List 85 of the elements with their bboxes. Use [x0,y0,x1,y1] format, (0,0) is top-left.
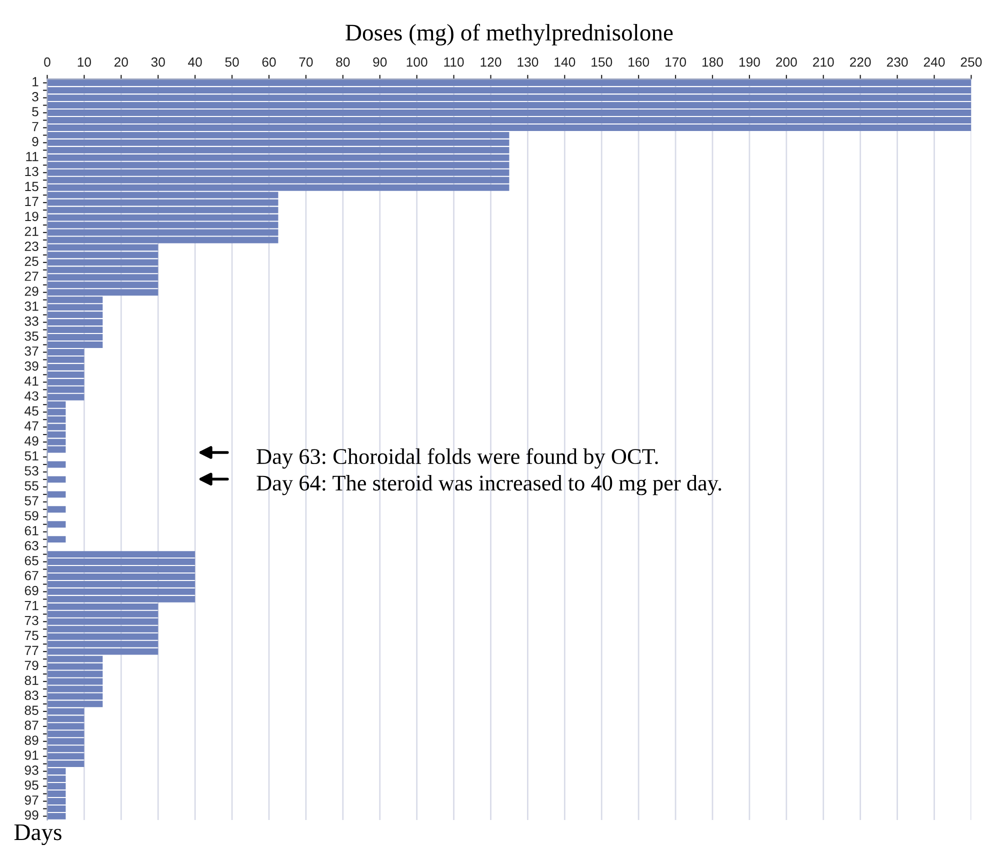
y-tick-label: 93 [24,766,38,775]
y-tick-label: 51 [24,451,38,461]
y-axis-title: Days [14,824,62,846]
y-tick-label: 29 [24,286,38,296]
y-tick-label: 31 [24,302,38,311]
y-tick-label: 95 [24,780,38,790]
y-tick-label: 75 [24,630,38,640]
x-tick-label: 140 [554,57,576,67]
y-tick-label: 35 [24,331,38,341]
y-tick-label: 99 [24,810,38,820]
x-tick-label: 190 [739,57,760,67]
x-tick-label: 90 [373,57,387,67]
x-tick-label: 50 [225,57,239,67]
y-tick-label: 49 [24,436,38,446]
x-tick-label: 80 [336,57,350,67]
y-tick-label: 23 [24,242,38,252]
x-tick-label: 130 [518,57,538,67]
x-tick-label: 10 [78,57,92,67]
x-tick-label: 200 [776,57,797,67]
y-tick-label: 33 [24,316,38,326]
y-tick-label: 89 [24,736,38,745]
y-tick-label: 7 [32,122,38,132]
y-tick-label: 41 [24,376,38,386]
x-axis-title: Doses (mg) of methylprednisolone [346,24,673,46]
bar [47,476,66,483]
y-tick-label: 83 [24,690,38,700]
y-tick-label: 43 [24,391,38,401]
y-tick-label: 85 [24,706,38,715]
y-tick-label: 59 [24,511,38,520]
x-tick-label: 100 [406,57,428,67]
y-tick-label: 79 [24,660,38,670]
x-tick-label: 240 [924,57,945,67]
y-tick-label: 69 [24,586,38,596]
bar [47,491,66,498]
y-tick-label: 71 [24,601,38,610]
y-tick-label: 19 [25,212,38,222]
y-tick-label: 87 [24,720,38,730]
bar [47,506,66,513]
x-tick-label: 180 [702,57,723,67]
y-tick-label: 91 [24,750,38,760]
x-tick-label: 120 [480,57,502,67]
y-tick-label: 17 [25,196,38,206]
y-tick-label: 73 [24,616,38,626]
y-tick-label: 11 [26,152,38,162]
y-tick-label: 47 [24,421,38,430]
y-tick-label: 67 [24,570,38,580]
y-tick-label: 63 [24,541,38,550]
y-tick-label: 39 [24,361,38,371]
y-tick-label: 77 [24,646,38,655]
x-tick-label: 30 [151,57,165,67]
y-tick-label: 3 [32,92,38,102]
x-tick-label: 230 [886,57,908,67]
y-tick-label: 81 [24,676,38,686]
x-tick-label: 110 [444,57,464,67]
x-tick-label: 250 [960,57,982,67]
y-tick-label: 37 [24,346,38,356]
x-tick-label: 210 [813,57,834,67]
y-tick-label: 13 [25,166,38,176]
y-tick-label: 5 [32,107,38,116]
y-tick-label: 65 [24,556,38,566]
y-tick-label: 61 [24,526,38,536]
y-tick-label: 25 [24,256,38,266]
x-tick-label: 160 [628,57,650,67]
y-tick-label: 15 [25,182,38,192]
x-tick-label: 40 [188,57,202,67]
annotation: Day 64: The steroid was increased to 40 mg per day. [256,474,722,496]
y-tick-label: 57 [24,496,38,506]
x-tick-label: 220 [850,57,871,67]
y-tick-label: 53 [24,466,38,476]
y-tick-label: 27 [24,272,38,281]
y-tick-label: 45 [24,406,38,416]
bar [47,536,66,543]
bar [47,521,66,528]
y-tick-label: 9 [32,136,38,146]
y-tick-label: 97 [24,795,38,805]
x-tick-label: 60 [262,57,276,67]
annotation: Day 63: Choroidal folds were found by OCT. [256,448,658,469]
y-tick-label: 55 [24,481,38,490]
x-tick-label: 70 [299,57,313,67]
x-tick-label: 170 [666,57,686,67]
y-tick-label: 21 [24,226,38,236]
x-tick-label: 0 [44,57,50,67]
x-tick-label: 20 [114,57,128,67]
x-tick-label: 150 [592,57,612,67]
y-tick-label: 1 [32,77,38,86]
